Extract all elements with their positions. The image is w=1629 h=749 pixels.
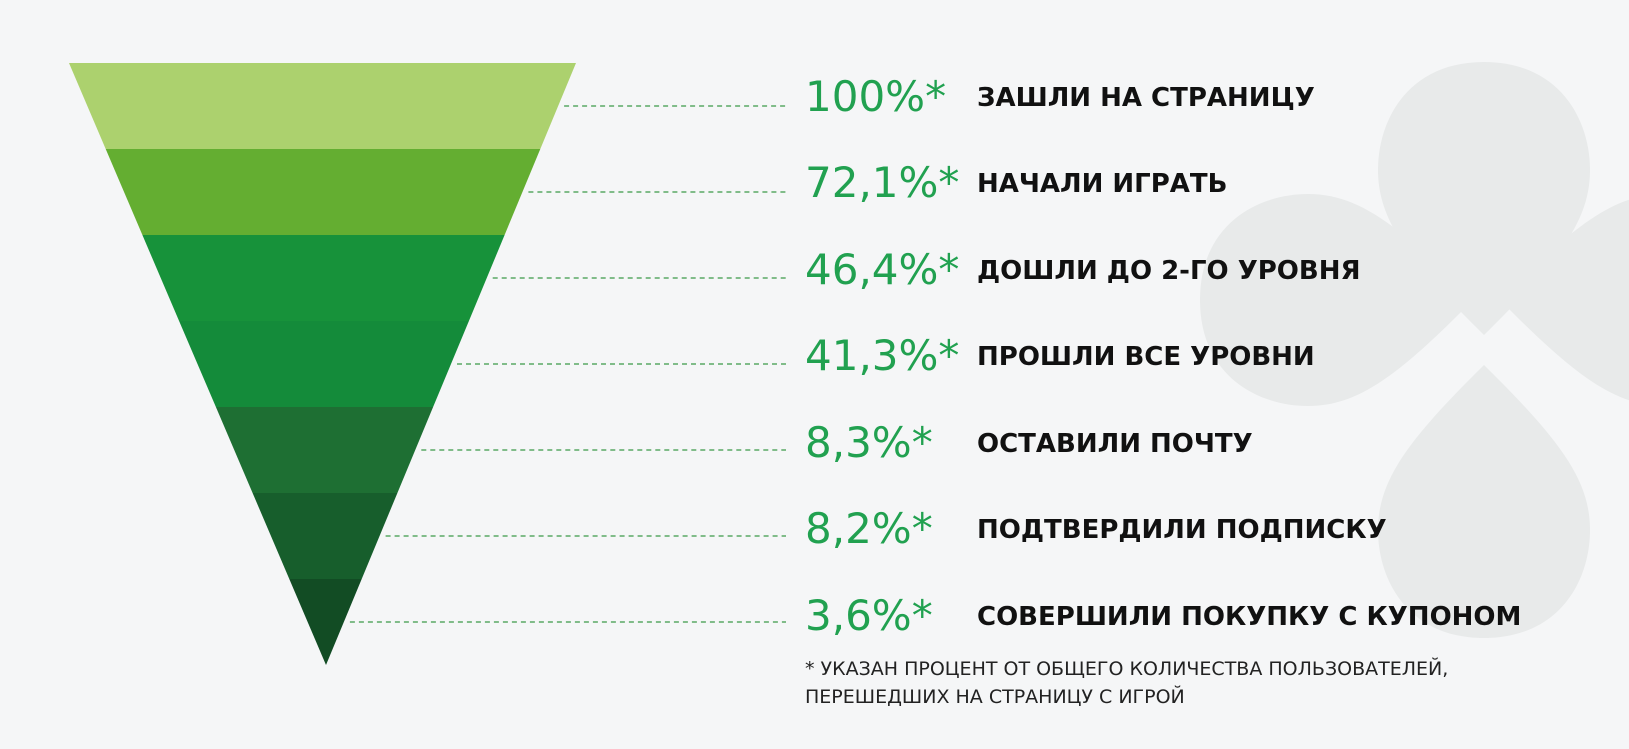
value-stage-6: 8,2%* [805,504,933,553]
funnel-segment-6 [252,493,398,579]
funnel-segment-4 [179,321,469,407]
funnel-segment-3 [142,235,505,321]
label-stage-3: ДОШЛИ ДО 2-ГО УРОВНЯ [977,256,1361,286]
label-stage-6: ПОДТВЕРДИЛИ ПОДПИСКУ [977,515,1387,545]
label-stage-2: НАЧАЛИ ИГРАТЬ [977,169,1228,199]
footnote-line-1: * УКАЗАН ПРОЦЕНТ ОТ ОБЩЕГО КОЛИЧЕСТВА ПО… [805,658,1449,680]
funnel-segment-5 [215,407,434,493]
funnel-segment-1 [69,63,576,149]
footnote: * УКАЗАН ПРОЦЕНТ ОТ ОБЩЕГО КОЛИЧЕСТВА ПО… [805,655,1505,711]
funnel-segment-7 [289,579,362,665]
value-stage-2: 72,1%* [805,158,960,207]
value-stage-5: 8,3%* [805,418,933,467]
value-stage-7: 3,6%* [805,591,933,640]
funnel-segment-2 [105,149,541,235]
label-stage-4: ПРОШЛИ ВСЕ УРОВНИ [977,342,1315,372]
label-stage-7: СОВЕРШИЛИ ПОКУПКУ С КУПОНОМ [977,602,1522,632]
value-stage-3: 46,4%* [805,245,960,294]
footnote-line-2: ПЕРЕШЕДШИХ НА СТРАНИЦУ С ИГРОЙ [805,686,1185,708]
label-stage-5: ОСТАВИЛИ ПОЧТУ [977,429,1253,459]
value-stage-1: 100%* [805,72,947,121]
label-stage-1: ЗАШЛИ НА СТРАНИЦУ [977,83,1315,113]
value-stage-4: 41,3%* [805,331,960,380]
